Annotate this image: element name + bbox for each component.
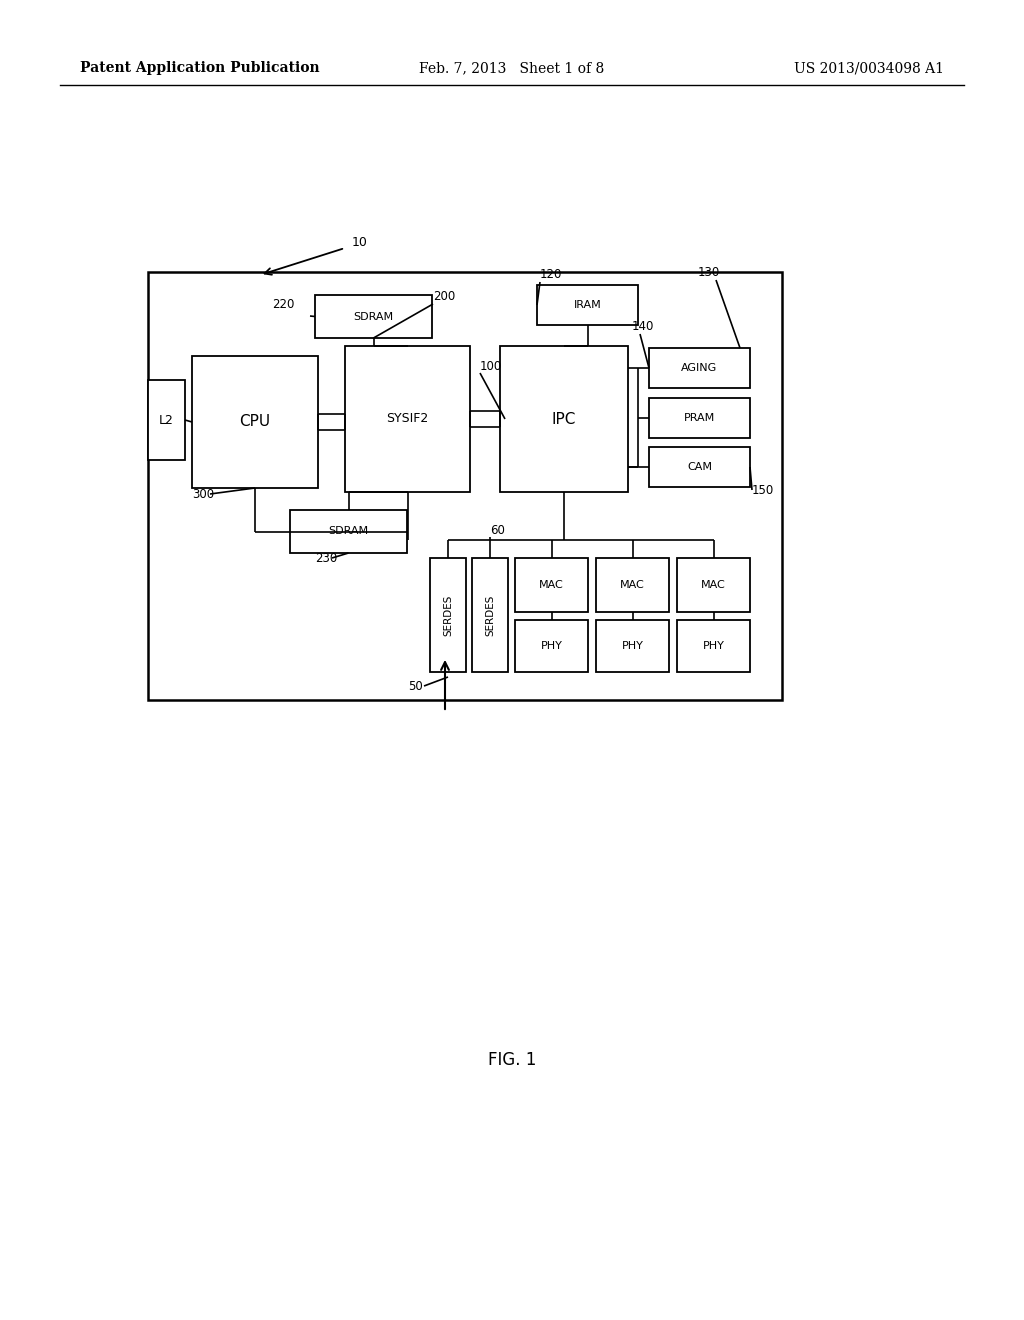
Text: 130: 130 [698,265,720,279]
Text: IRAM: IRAM [573,300,601,310]
Bar [345,346,470,492]
Text: FIG. 1: FIG. 1 [487,1051,537,1069]
Text: MAC: MAC [621,579,645,590]
Text: SERDES: SERDES [443,594,453,636]
Bar [515,558,588,612]
Text: PHY: PHY [622,642,643,651]
Bar [596,620,669,672]
Bar [515,620,588,672]
Bar [537,285,638,325]
Text: IPC: IPC [552,412,577,426]
Text: Patent Application Publication: Patent Application Publication [80,61,319,75]
Text: MAC: MAC [539,579,564,590]
Bar [148,380,185,459]
Text: 120: 120 [540,268,562,281]
Bar [677,558,750,612]
Text: 220: 220 [272,297,294,310]
Text: L2: L2 [159,413,174,426]
Bar [148,272,782,700]
Text: US 2013/0034098 A1: US 2013/0034098 A1 [794,61,944,75]
Bar [596,558,669,612]
Text: 50: 50 [408,680,423,693]
Text: 140: 140 [632,319,654,333]
Text: AGING: AGING [681,363,718,374]
Text: PRAM: PRAM [684,413,715,422]
Text: 300: 300 [193,487,214,500]
Bar [430,558,466,672]
Text: SYSIF2: SYSIF2 [386,412,429,425]
Text: 100: 100 [480,359,502,372]
Text: 10: 10 [352,235,368,248]
Text: PHY: PHY [541,642,562,651]
Text: Feb. 7, 2013   Sheet 1 of 8: Feb. 7, 2013 Sheet 1 of 8 [420,61,604,75]
Text: 150: 150 [752,483,774,496]
Text: SERDES: SERDES [485,594,495,636]
Text: PHY: PHY [702,642,724,651]
Bar [677,620,750,672]
Text: MAC: MAC [701,579,726,590]
Bar [315,294,432,338]
Bar [649,348,750,388]
Text: 230: 230 [315,552,337,565]
Bar [649,447,750,487]
Bar [500,346,628,492]
Bar [472,558,508,672]
Bar [290,510,407,553]
Text: CAM: CAM [687,462,712,473]
Text: 60: 60 [490,524,505,536]
Text: SDRAM: SDRAM [353,312,393,322]
Text: CPU: CPU [240,414,270,429]
Text: 200: 200 [433,289,456,302]
Bar [193,356,318,488]
Text: SDRAM: SDRAM [329,527,369,536]
Bar [649,399,750,438]
